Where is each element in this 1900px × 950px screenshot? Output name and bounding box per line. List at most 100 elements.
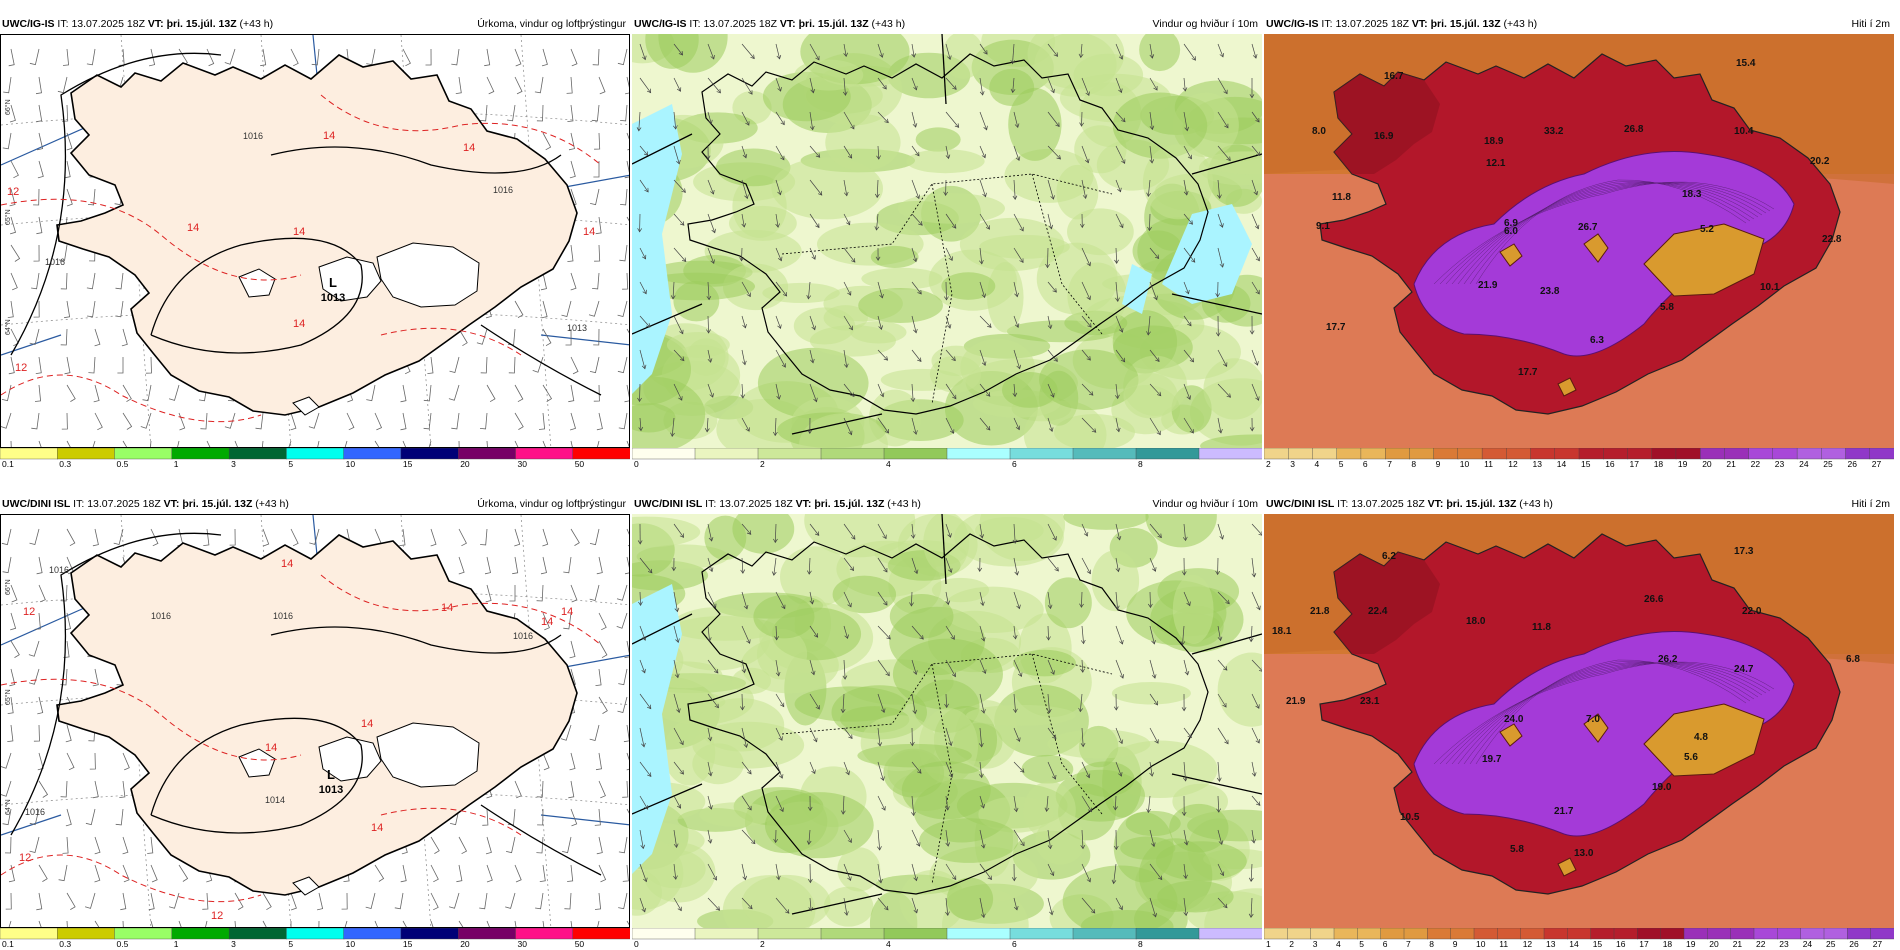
temperature-value: 18.0 (1466, 616, 1486, 627)
colorbar-tick-label: 0 (634, 459, 639, 468)
temperature-contour-label: 14 (281, 558, 293, 570)
init-label: IT: (689, 18, 701, 30)
colorbar-tick-label: 0.1 (2, 459, 14, 468)
wind-map (632, 514, 1262, 928)
colorbar-swatch (1457, 448, 1483, 460)
colorbar-svg: 0.1 0.3 0.5 1 3 5 10 15 20 30 50 (0, 928, 630, 948)
colorbar-svg: 1 2 3 4 5 6 7 8 9 10 11 12 13 14 15 16 17 18 19 20 21 22 23 24 2… (1264, 928, 1894, 948)
colorbar-tick-label: 5 (288, 459, 293, 468)
colorbar-swatch (1135, 448, 1200, 460)
temperature-value: 7.0 (1586, 714, 1600, 725)
valid-time: þri. 15.júl. 13Z (814, 498, 885, 510)
colorbar-swatch (1700, 448, 1726, 460)
colorbar-swatch (458, 448, 517, 460)
colorbar-tick-label: 20 (460, 939, 470, 948)
valid-label: VT: (1411, 18, 1428, 30)
colorbar-tick-label: 18 (1663, 939, 1673, 948)
colorbar-tick-label: 0.5 (117, 939, 129, 948)
colorbar-tick-label: 3 (1313, 939, 1318, 948)
isobar-label: 1016 (151, 611, 171, 621)
temperature-value: 21.9 (1478, 280, 1498, 291)
lead-time: (+43 h) (887, 498, 921, 510)
temperature-contour-label: 14 (371, 822, 383, 834)
temperature-value: 21.9 (1286, 696, 1306, 707)
temperature-value: 33.2 (1544, 126, 1564, 137)
colorbar-swatch (883, 928, 948, 940)
temperature-contour-label: 14 (265, 742, 277, 754)
temperature-contour-label: 14 (561, 606, 573, 618)
temperature-value: 8.0 (1312, 126, 1326, 137)
temperature-value: 13.0 (1574, 848, 1594, 859)
temperature-value: 5.6 (1684, 752, 1698, 763)
temperature-contour-label: 12 (19, 852, 31, 864)
colorbar-swatch (1870, 928, 1894, 940)
colorbar-tick-label: 19 (1686, 939, 1696, 948)
temperature-value: 18.3 (1682, 189, 1702, 200)
colorbar-tick-label: 12 (1523, 939, 1533, 948)
colorbar-swatch (1772, 448, 1798, 460)
colorbar-swatch (1288, 448, 1314, 460)
temperature-contour-label: 14 (293, 318, 305, 330)
wind-arrows (637, 523, 1262, 919)
init-time: 13.07.2025 18Z (1351, 498, 1425, 510)
colorbar-swatch (171, 928, 230, 940)
colorbar-tick-label: 7 (1387, 459, 1392, 468)
colorbar-swatch (1845, 448, 1871, 460)
colorbar-swatch (1724, 448, 1750, 460)
temp-map: 16.7 15.4 8.0 16.9 18.9 33.2 26.8 10.4 20.2 12.1 1… (1264, 34, 1894, 448)
colorbar-swatch (1603, 448, 1629, 460)
temperature-value: 6.2 (1382, 551, 1396, 562)
colorbar-tick-label: 5 (1339, 459, 1344, 468)
iceland-land (56, 54, 578, 416)
precip-colorbar: 0.1 0.3 0.5 1 3 5 10 15 20 30 50 (0, 928, 630, 948)
colorbar-tick-label: 4 (1315, 459, 1320, 468)
precip-map: 1016 1016 1016 1013 12 14 14 14 14 14 12 14 L 1013 66°… (0, 34, 630, 448)
colorbar-svg: 0246810121416 (632, 448, 1262, 468)
valid-time: þri. 15.júl. 13Z (798, 18, 869, 30)
colorbar-swatch (820, 448, 885, 460)
colorbar-tick-label: 2 (1289, 939, 1294, 948)
isobar-label: 1013 (567, 323, 587, 333)
temp-panel-top: UWC/IG-IS IT: 13.07.2025 18Z VT: þri. 15… (1264, 15, 1894, 468)
temperature-contour-label: 14 (441, 602, 453, 614)
precip-colorbar: 0.1 0.3 0.5 1 3 5 10 15 20 30 50 (0, 448, 630, 468)
lead-time: (+43 h) (871, 18, 906, 30)
colorbar-tick-label: 22 (1756, 939, 1766, 948)
cool-glacier-areas (1499, 703, 1765, 877)
isobar-label: 1016 (243, 131, 263, 141)
colorbar-swatch (1481, 448, 1508, 460)
colorbar-swatch (114, 448, 173, 460)
colorbar-swatch (1777, 928, 1802, 940)
colorbar-tick-label: 17 (1639, 939, 1649, 948)
panel-header: UWC/IG-IS IT: 13.07.2025 18Z VT: þri. 15… (0, 15, 630, 34)
colorbar-swatch (1473, 928, 1498, 940)
temperature-contour-label: 14 (583, 226, 595, 238)
colorbar-tick-label: 24 (1799, 459, 1809, 468)
temperature-value: 11.8 (1332, 192, 1351, 203)
colorbar-swatch (1450, 928, 1475, 940)
temperature-value: 16.7 (1384, 71, 1404, 82)
colorbar-svg: 0.1 0.3 0.5 1 3 5 10 15 20 30 50 (0, 448, 630, 468)
colorbar-swatch (1403, 928, 1428, 940)
colorbar-tick-label: 6 (1012, 939, 1017, 948)
valid-label: VT: (1427, 498, 1444, 510)
colorbar-swatch (1312, 448, 1338, 460)
colorbar-tick-label: 16 (1605, 459, 1615, 468)
temperature-value: 18.1 (1272, 626, 1292, 637)
valid-label: VT: (779, 18, 796, 30)
colorbar-tick-label: 1 (174, 939, 179, 948)
temp-colorbar: 1 2 3 4 5 6 7 8 9 10 11 12 13 14 15 16 17 18 19 20 21 22 23 24 2… (1264, 928, 1894, 948)
colorbar-tick-label: 20 (1709, 939, 1719, 948)
colorbar-swatch (228, 928, 288, 940)
temp-panel-bottom: UWC/DINI ISL IT: 13.07.2025 18Z VT: þri.… (1264, 495, 1894, 948)
model-name: UWC/IG-IS (634, 18, 687, 30)
colorbar-tick-label: 26 (1849, 939, 1859, 948)
colorbar-tick-label: 21 (1726, 459, 1736, 468)
colorbar-tick-label: 5 (288, 939, 293, 948)
colorbar-tick-label: 0.5 (117, 459, 129, 468)
wind-panel-bottom: UWC/DINI ISL IT: 13.07.2025 18Z VT: þri.… (632, 495, 1262, 948)
colorbar-swatch (1357, 928, 1382, 940)
colorbar-tick-label: 14 (1569, 939, 1579, 948)
isobar-label: 1016 (513, 631, 533, 641)
temperature-value: 20.2 (1810, 156, 1830, 167)
